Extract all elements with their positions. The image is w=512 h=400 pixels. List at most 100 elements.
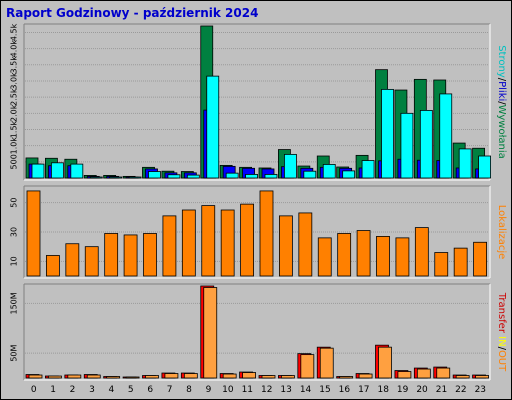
x-tick-label: 4 — [109, 385, 115, 395]
transfer-out-bar — [125, 376, 140, 379]
x-tick-label: 18 — [377, 385, 389, 395]
sites-bar — [317, 237, 332, 277]
x-tick-label: 16 — [339, 385, 351, 395]
x-tick-label: 8 — [186, 385, 192, 395]
panel-0-y-tick-label: 1.0k — [10, 137, 19, 155]
transfer-out-bar — [67, 374, 82, 379]
transfer-out-bar — [106, 376, 121, 379]
panel-0-y-tick-label: 4.5k — [10, 23, 19, 41]
sites-bar — [201, 205, 216, 277]
pages-bar — [206, 75, 220, 179]
x-tick-label: 13 — [280, 385, 291, 395]
panel-0-y-tick-label: 500 — [10, 154, 19, 169]
sites-bar — [376, 235, 390, 277]
side-label-part: / — [496, 347, 507, 351]
sites-bar — [181, 209, 196, 277]
pages-bar — [381, 88, 394, 179]
pages-bar — [478, 155, 491, 179]
sites-bar — [240, 203, 254, 277]
sites-bar — [298, 212, 313, 277]
x-tick-label: 15 — [319, 385, 330, 395]
pages-bar — [51, 162, 64, 179]
side-label-part: Lokalizacje — [496, 205, 507, 260]
panel-0-y-tick-label: 2.0k — [10, 104, 19, 122]
x-tick-label: 21 — [436, 385, 447, 395]
side-label-bot: Transfer IN/OUT — [496, 292, 507, 372]
x-tick-label: 3 — [89, 385, 95, 395]
transfer-out-bar — [28, 374, 43, 379]
transfer-out-bar — [242, 372, 256, 379]
x-tick-label: 20 — [416, 385, 428, 395]
transfer-out-bar — [339, 376, 354, 379]
side-label-part: OUT — [496, 350, 507, 372]
panel-0-y-tick-label: 3.5k — [10, 56, 19, 74]
panel-1-y-tick-label: 10 — [10, 256, 19, 266]
sites-bar — [259, 190, 274, 277]
transfer-out-bar — [378, 346, 392, 379]
side-label-part: Transfer — [496, 292, 507, 334]
transfer-out-bar — [164, 373, 179, 379]
transfer-out-bar — [222, 373, 237, 379]
x-tick-label: 12 — [261, 385, 272, 395]
side-label-top: Strony/Pliki/Wywołania — [496, 45, 507, 159]
panel-0-y-tick-label: 2.5k — [10, 88, 19, 106]
transfer-out-bar — [397, 371, 412, 379]
x-tick-label: 1 — [50, 385, 56, 395]
transfer-out-bar — [281, 375, 295, 379]
x-tick-label: 7 — [167, 385, 173, 395]
transfer-out-bar — [86, 374, 101, 379]
pages-bar — [439, 93, 453, 179]
sites-bar — [220, 209, 235, 277]
side-label-mid: Lokalizacje — [496, 205, 507, 260]
x-tick-label: 19 — [397, 385, 409, 395]
panel-0-y-tick-label: 4.0k — [10, 40, 19, 58]
x-tick-label: 0 — [31, 385, 37, 395]
sites-bar — [65, 243, 80, 277]
x-tick-label: 10 — [222, 385, 234, 395]
transfer-out-bar — [475, 375, 489, 379]
panel-0-y-tick-label: 1.5k — [10, 120, 19, 138]
transfer-out-bar — [455, 375, 470, 379]
transfer-out-bar — [358, 373, 373, 379]
report-title: Raport Godzinowy - październik 2024 — [6, 6, 259, 20]
x-tick-label: 5 — [128, 385, 134, 395]
pages-bar — [148, 171, 161, 179]
pages-bar — [225, 172, 239, 179]
pages-bar — [419, 110, 433, 179]
pages-bar — [245, 174, 258, 179]
sites-bar — [279, 215, 293, 277]
transfer-out-bar — [183, 373, 198, 379]
transfer-out-bar — [300, 354, 315, 379]
pages-bar — [284, 153, 297, 179]
sites-bar — [453, 247, 468, 277]
sites-bar — [473, 241, 487, 277]
transfer-out-bar — [416, 368, 431, 379]
pages-bar — [264, 174, 278, 179]
x-tick-label: 23 — [475, 385, 486, 395]
x-tick-label: 14 — [300, 385, 312, 395]
side-label-part: IN — [496, 333, 507, 347]
sites-bar — [123, 234, 138, 277]
side-label-part: Wywołania — [496, 105, 507, 159]
panel-1-y-tick-label: 30 — [10, 227, 19, 237]
pages-bar — [128, 176, 142, 179]
pages-bar — [361, 160, 375, 179]
pages-bar — [70, 163, 84, 179]
panel-2-y-tick-label: 150M — [10, 292, 19, 314]
pages-bar — [167, 174, 181, 179]
transfer-out-bar — [319, 347, 334, 379]
x-tick-label: 11 — [242, 385, 253, 395]
sites-bar — [26, 190, 41, 277]
pages-bar — [400, 112, 414, 179]
panel-1-y-tick-label: 50 — [10, 198, 19, 208]
x-tick-label: 22 — [455, 385, 466, 395]
x-tick-label: 6 — [147, 385, 153, 395]
sites-bar — [434, 252, 449, 277]
side-label-part: Pliki — [496, 81, 507, 101]
pages-bar — [109, 176, 123, 179]
x-tick-label: 17 — [358, 385, 369, 395]
sites-bar — [46, 255, 60, 277]
pages-bar — [89, 176, 103, 179]
sites-bar — [143, 233, 157, 277]
